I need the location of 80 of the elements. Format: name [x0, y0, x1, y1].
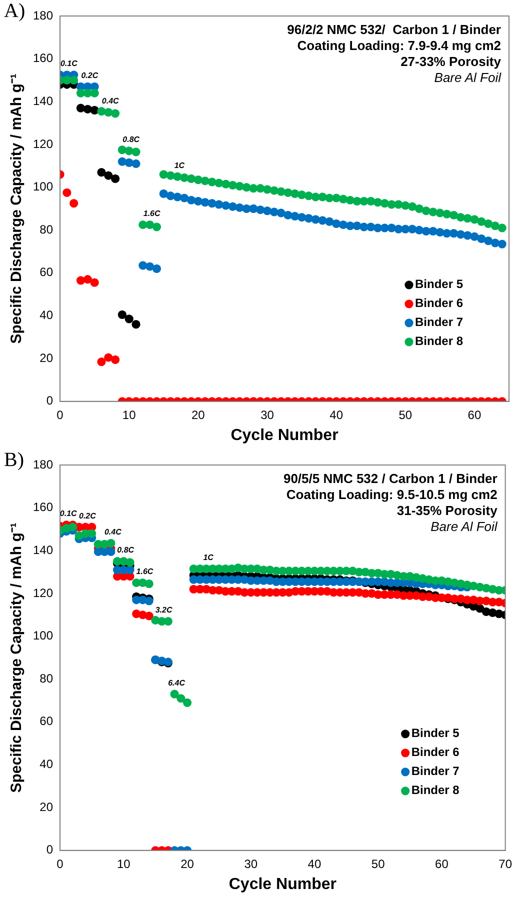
y-tick-label: 140	[32, 94, 54, 108]
annotation: 31-35% Porosity	[396, 503, 498, 518]
y-tick-label: 40	[40, 757, 54, 772]
y-tick-label: 0	[46, 842, 54, 857]
point	[118, 310, 126, 319]
annotation: 0.4C	[102, 96, 120, 106]
y-tick-label: 0	[46, 394, 54, 408]
y-tick-label: 60	[40, 265, 54, 280]
x-tick-label: 30	[260, 408, 274, 422]
y-tick-label: 20	[40, 800, 54, 814]
x-tick-label: 40	[330, 408, 344, 422]
legend-label: Binder 8	[415, 334, 464, 348]
x-tick-label: 60	[435, 856, 449, 871]
annotation: 1.6C	[136, 566, 154, 576]
annotation: Coating Loading: 9.5-10.5 mg cm2	[286, 487, 498, 502]
annotation: 1C	[203, 553, 214, 562]
y-tick-label: 20	[40, 350, 54, 365]
annotation: 0.8C	[117, 546, 134, 555]
y-tick-label: 160	[32, 500, 54, 514]
legend-label: Binder 7	[415, 315, 464, 330]
point	[83, 104, 92, 114]
x-tick-label: 40	[308, 856, 322, 871]
x-tick-label: 10	[122, 408, 136, 422]
y-tick-label: 120	[32, 136, 54, 151]
y-tick-label: 180	[32, 457, 54, 472]
annotation: 3.2C	[155, 606, 172, 615]
y-tick-label: 180	[32, 8, 54, 22]
annotation: 0.1C	[60, 59, 78, 68]
legend-label: Binder 5	[411, 726, 460, 740]
annotation: 1C	[174, 160, 185, 170]
y-axis-title: Specific Discharge Capacity / mAh g⁻¹	[8, 522, 26, 793]
chart-title: A)	[4, 0, 26, 23]
annotation: 0.8C	[122, 135, 140, 144]
point	[90, 106, 99, 115]
legend-label: Binder 8	[411, 783, 460, 798]
annotation: Bare Al Foil	[430, 519, 498, 534]
annotation: 1.6C	[143, 208, 160, 218]
annotation: Coating Loading: 7.9-9.4 mg cm2	[297, 38, 501, 54]
point	[110, 174, 120, 184]
y-tick-label: 40	[40, 308, 54, 322]
y-tick-label: 80	[40, 671, 54, 686]
x-tick-label: 30	[244, 856, 258, 871]
y-tick-label: 80	[40, 222, 54, 236]
y-axis-title: Specific Discharge Capacity / mAh g⁻¹	[8, 74, 26, 344]
x-tick-label: 0	[56, 856, 64, 871]
point	[104, 171, 113, 180]
x-tick-label: 60	[468, 408, 482, 422]
annotation: 27-33% Porosity	[400, 54, 502, 70]
point	[124, 314, 134, 324]
point	[132, 320, 140, 329]
y-tick-label: 100	[32, 180, 54, 194]
x-tick-label: 0	[56, 408, 64, 422]
annotation: 0.1C	[60, 509, 78, 518]
x-tick-label: 20	[180, 856, 194, 871]
x-tick-label: 70	[498, 856, 512, 871]
annotation: 0.2C	[79, 511, 96, 520]
annotation: Bare Al Foil	[434, 70, 502, 86]
annotation: 90/5/5 NMC 532 / Carbon 1 / Binder	[283, 471, 498, 486]
x-tick-label: 50	[398, 408, 412, 422]
legend-label: Binder 5	[415, 277, 464, 292]
annotation: 0.2C	[81, 70, 98, 80]
legend-label: Binder 7	[411, 764, 460, 778]
y-tick-label: 120	[32, 586, 54, 600]
y-tick-label: 100	[32, 628, 54, 643]
chart-title: B)	[4, 449, 24, 472]
y-tick-label: 160	[32, 51, 54, 66]
legend-label: Binder 6	[411, 745, 460, 760]
x-axis-title: Cycle Number	[228, 876, 336, 893]
annotation: 6.4C	[168, 678, 186, 688]
x-tick-label: 20	[191, 408, 206, 422]
legend-label: Binder 6	[415, 296, 464, 310]
x-tick-label: 10	[116, 856, 131, 871]
annotation: 0.4C	[104, 527, 122, 536]
y-tick-label: 60	[40, 714, 54, 728]
x-tick-label: 50	[371, 856, 386, 871]
x-axis-title: Cycle Number	[230, 426, 338, 444]
y-tick-label: 140	[32, 542, 54, 557]
point	[97, 168, 106, 177]
annotation: 96/2/2 NMC 532/ Carbon 1 / Binder	[287, 22, 501, 38]
point	[76, 104, 86, 112]
